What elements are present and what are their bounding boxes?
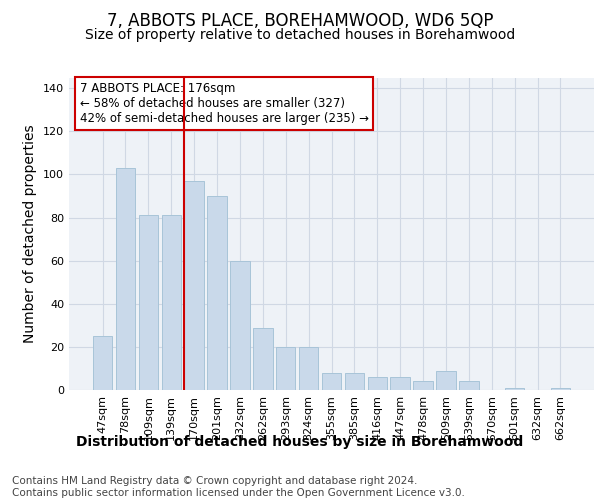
Bar (208, 196, 227, 390)
Y-axis label: Number of detached properties: Number of detached properties (23, 124, 37, 343)
Bar (253, 328, 272, 390)
Bar (551, 388, 570, 390)
Bar (368, 377, 387, 390)
Bar (459, 382, 479, 390)
Bar (161, 216, 181, 390)
Bar (436, 370, 455, 390)
Bar (299, 347, 319, 390)
Bar (93, 336, 112, 390)
Text: 7, ABBOTS PLACE, BOREHAMWOOD, WD6 5QP: 7, ABBOTS PLACE, BOREHAMWOOD, WD6 5QP (107, 12, 493, 30)
Text: Contains HM Land Registry data © Crown copyright and database right 2024.
Contai: Contains HM Land Registry data © Crown c… (12, 476, 465, 498)
Bar (413, 382, 433, 390)
Bar (116, 168, 135, 390)
Text: 7 ABBOTS PLACE: 176sqm
← 58% of detached houses are smaller (327)
42% of semi-de: 7 ABBOTS PLACE: 176sqm ← 58% of detached… (79, 82, 368, 125)
Bar (391, 377, 410, 390)
Text: Size of property relative to detached houses in Borehamwood: Size of property relative to detached ho… (85, 28, 515, 42)
Bar (230, 260, 250, 390)
Bar (184, 181, 204, 390)
Bar (276, 347, 295, 390)
Bar (139, 216, 158, 390)
Text: Distribution of detached houses by size in Borehamwood: Distribution of detached houses by size … (76, 435, 524, 449)
Bar (322, 373, 341, 390)
Bar (505, 388, 524, 390)
Bar (344, 373, 364, 390)
